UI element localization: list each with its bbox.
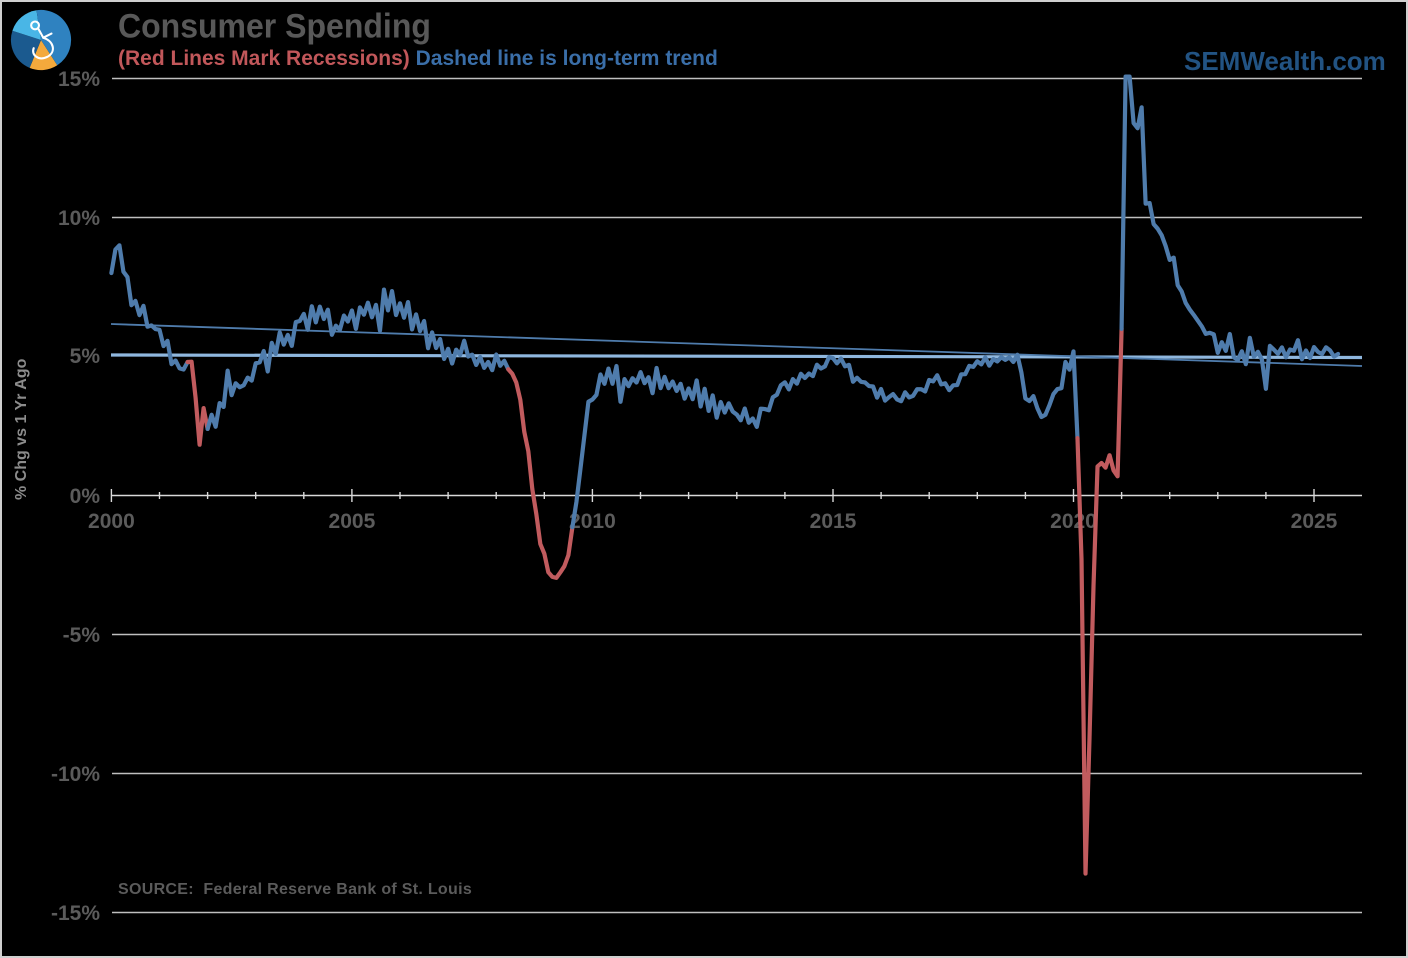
- svg-text:2015: 2015: [810, 510, 857, 533]
- svg-text:2000: 2000: [88, 510, 135, 533]
- svg-text:-5%: -5%: [63, 624, 101, 647]
- svg-text:2005: 2005: [329, 510, 376, 533]
- svg-text:5%: 5%: [70, 345, 101, 368]
- svg-text:2020: 2020: [1050, 510, 1097, 533]
- svg-text:-10%: -10%: [51, 763, 100, 786]
- svg-text:2025: 2025: [1291, 510, 1338, 533]
- svg-text:10%: 10%: [58, 207, 100, 230]
- svg-text:15%: 15%: [58, 68, 100, 91]
- svg-text:% Chg vs 1 Yr Ago: % Chg vs 1 Yr Ago: [13, 358, 30, 500]
- svg-text:0%: 0%: [70, 485, 101, 508]
- svg-text:-15%: -15%: [51, 902, 100, 925]
